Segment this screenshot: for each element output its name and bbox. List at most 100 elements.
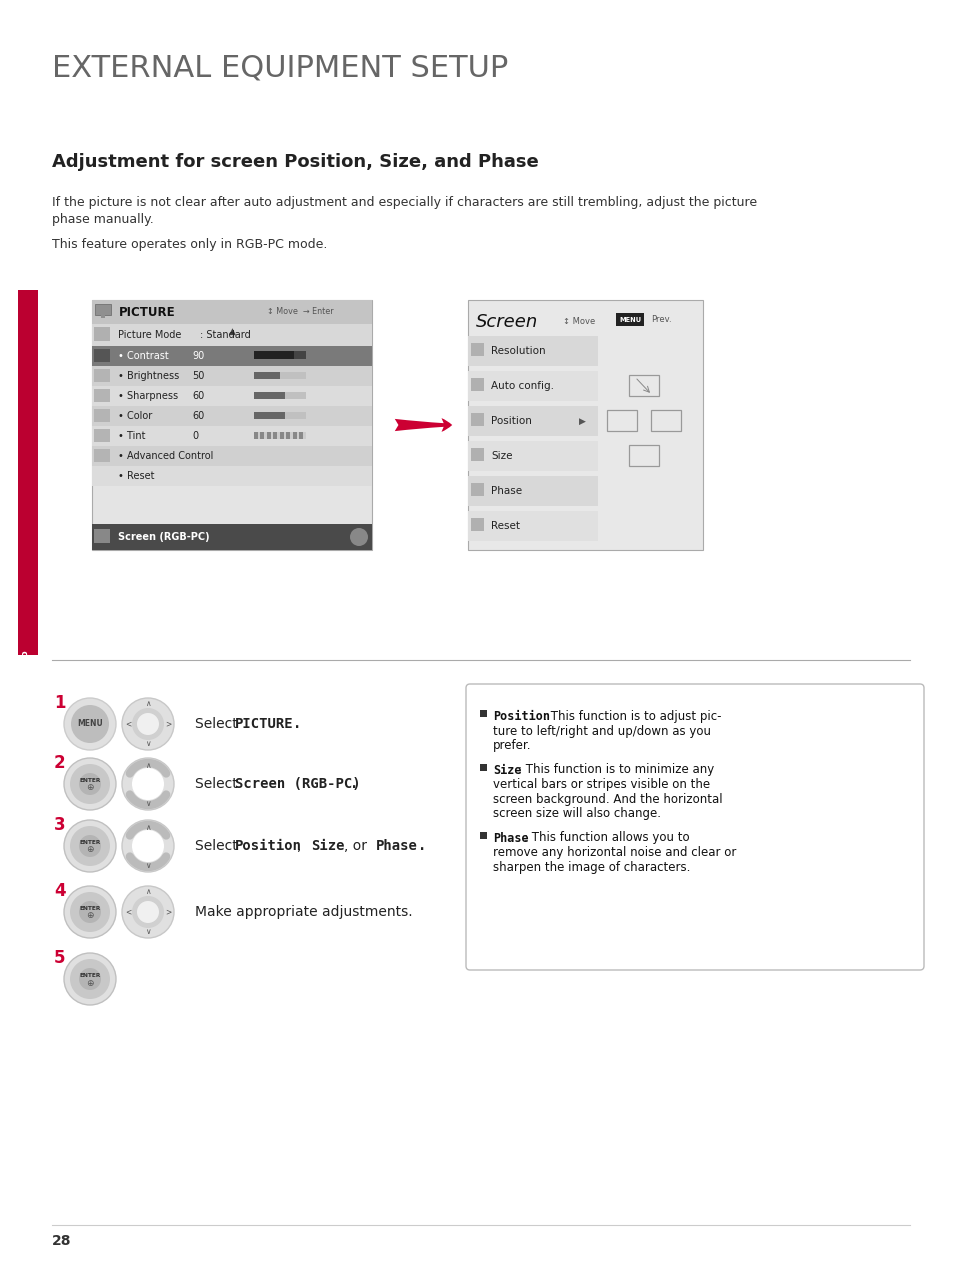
Text: <: <	[125, 720, 131, 729]
Text: : This function allows you to: : This function allows you to	[523, 832, 689, 845]
Circle shape	[64, 887, 116, 937]
Bar	[91, 446, 372, 466]
Text: ↕ Move: ↕ Move	[562, 318, 595, 327]
Bar	[253, 371, 306, 379]
Text: : This function is to adjust pic-: : This function is to adjust pic-	[542, 710, 720, 722]
Bar	[253, 432, 306, 439]
Text: ⊕: ⊕	[86, 846, 93, 855]
Text: 4: 4	[54, 881, 66, 901]
Text: Screen (RGB-PC): Screen (RGB-PC)	[118, 532, 210, 542]
Text: ⊕: ⊕	[86, 784, 93, 792]
Text: Prev.: Prev.	[650, 315, 671, 324]
Text: Position: Position	[234, 840, 302, 854]
Circle shape	[64, 820, 116, 873]
Bar	[471, 378, 483, 391]
Circle shape	[122, 887, 173, 937]
Text: ENTER: ENTER	[79, 778, 101, 784]
Text: ∧: ∧	[145, 761, 151, 770]
Circle shape	[79, 901, 101, 923]
Bar	[94, 429, 110, 441]
Text: MENU: MENU	[618, 317, 640, 323]
Bar	[91, 426, 372, 446]
Text: remove any horizontal noise and clear or: remove any horizontal noise and clear or	[493, 846, 736, 859]
Text: • Reset: • Reset	[118, 471, 154, 481]
Text: PICTURE: PICTURE	[234, 717, 294, 731]
Text: ∨: ∨	[145, 799, 151, 808]
Text: : This function is to minimize any: : This function is to minimize any	[517, 763, 713, 776]
Circle shape	[70, 892, 110, 932]
Text: screen size will also change.: screen size will also change.	[493, 806, 660, 820]
Bar	[479, 763, 486, 771]
Circle shape	[64, 698, 116, 750]
Bar	[91, 524, 372, 550]
Bar	[91, 466, 372, 486]
Text: • Advanced Control: • Advanced Control	[118, 452, 213, 460]
Text: , or: , or	[344, 840, 371, 854]
Circle shape	[137, 714, 159, 735]
Text: ⊕: ⊕	[86, 978, 93, 987]
Text: • Sharpness: • Sharpness	[118, 391, 178, 401]
Text: ▲: ▲	[229, 327, 235, 336]
Text: Position: Position	[491, 416, 532, 426]
Text: 60: 60	[192, 391, 204, 401]
Bar	[468, 336, 598, 366]
Text: 90: 90	[192, 351, 204, 361]
Text: ∧: ∧	[145, 888, 151, 897]
Bar	[253, 392, 306, 399]
Bar	[253, 371, 280, 379]
Text: Screen: Screen	[476, 313, 537, 331]
Text: Select: Select	[194, 840, 242, 854]
Text: ENTER: ENTER	[79, 906, 101, 911]
Bar	[260, 432, 264, 439]
Bar	[91, 300, 372, 324]
Circle shape	[79, 968, 101, 990]
Text: Size: Size	[311, 840, 344, 854]
Bar	[94, 410, 110, 422]
Text: 3: 3	[54, 817, 66, 834]
Bar	[616, 313, 643, 326]
Bar	[253, 432, 257, 439]
Bar	[94, 327, 110, 341]
Text: EXTERNAL EQUIPMENT SETUP: EXTERNAL EQUIPMENT SETUP	[24, 650, 32, 794]
Text: >: >	[165, 907, 171, 917]
Bar	[91, 406, 372, 426]
Text: Auto config.: Auto config.	[491, 382, 554, 391]
Circle shape	[122, 698, 173, 750]
Circle shape	[350, 528, 368, 546]
Text: ENTER: ENTER	[79, 973, 101, 978]
Bar	[471, 343, 483, 356]
Text: >: >	[165, 720, 171, 729]
Circle shape	[122, 758, 173, 810]
Text: ∨: ∨	[145, 927, 151, 936]
Bar	[18, 290, 38, 655]
Bar	[91, 346, 372, 366]
Text: • Tint: • Tint	[118, 431, 146, 441]
Circle shape	[137, 901, 159, 923]
Bar	[471, 413, 483, 426]
Text: ,: ,	[296, 840, 305, 854]
Bar	[91, 300, 372, 550]
Bar	[91, 324, 372, 346]
Text: ∨: ∨	[145, 739, 151, 748]
Bar	[299, 432, 303, 439]
Bar	[253, 392, 285, 399]
Bar	[479, 832, 486, 838]
Text: .: .	[417, 840, 426, 854]
FancyBboxPatch shape	[465, 684, 923, 971]
Bar	[91, 385, 372, 406]
Text: Size: Size	[491, 452, 512, 460]
Text: PICTURE: PICTURE	[119, 305, 175, 318]
Text: Position: Position	[493, 710, 550, 722]
Bar	[274, 432, 277, 439]
Bar	[94, 449, 110, 462]
Text: If the picture is not clear after auto adjustment and especially if characters a: If the picture is not clear after auto a…	[52, 196, 757, 209]
Bar	[468, 300, 702, 550]
Text: 1: 1	[54, 695, 66, 712]
Bar	[468, 511, 598, 541]
Text: <: <	[125, 907, 131, 917]
Bar	[468, 371, 598, 401]
Text: Phase: Phase	[491, 486, 521, 496]
Bar	[253, 412, 285, 418]
Bar	[471, 483, 483, 496]
Text: 28: 28	[52, 1234, 71, 1248]
